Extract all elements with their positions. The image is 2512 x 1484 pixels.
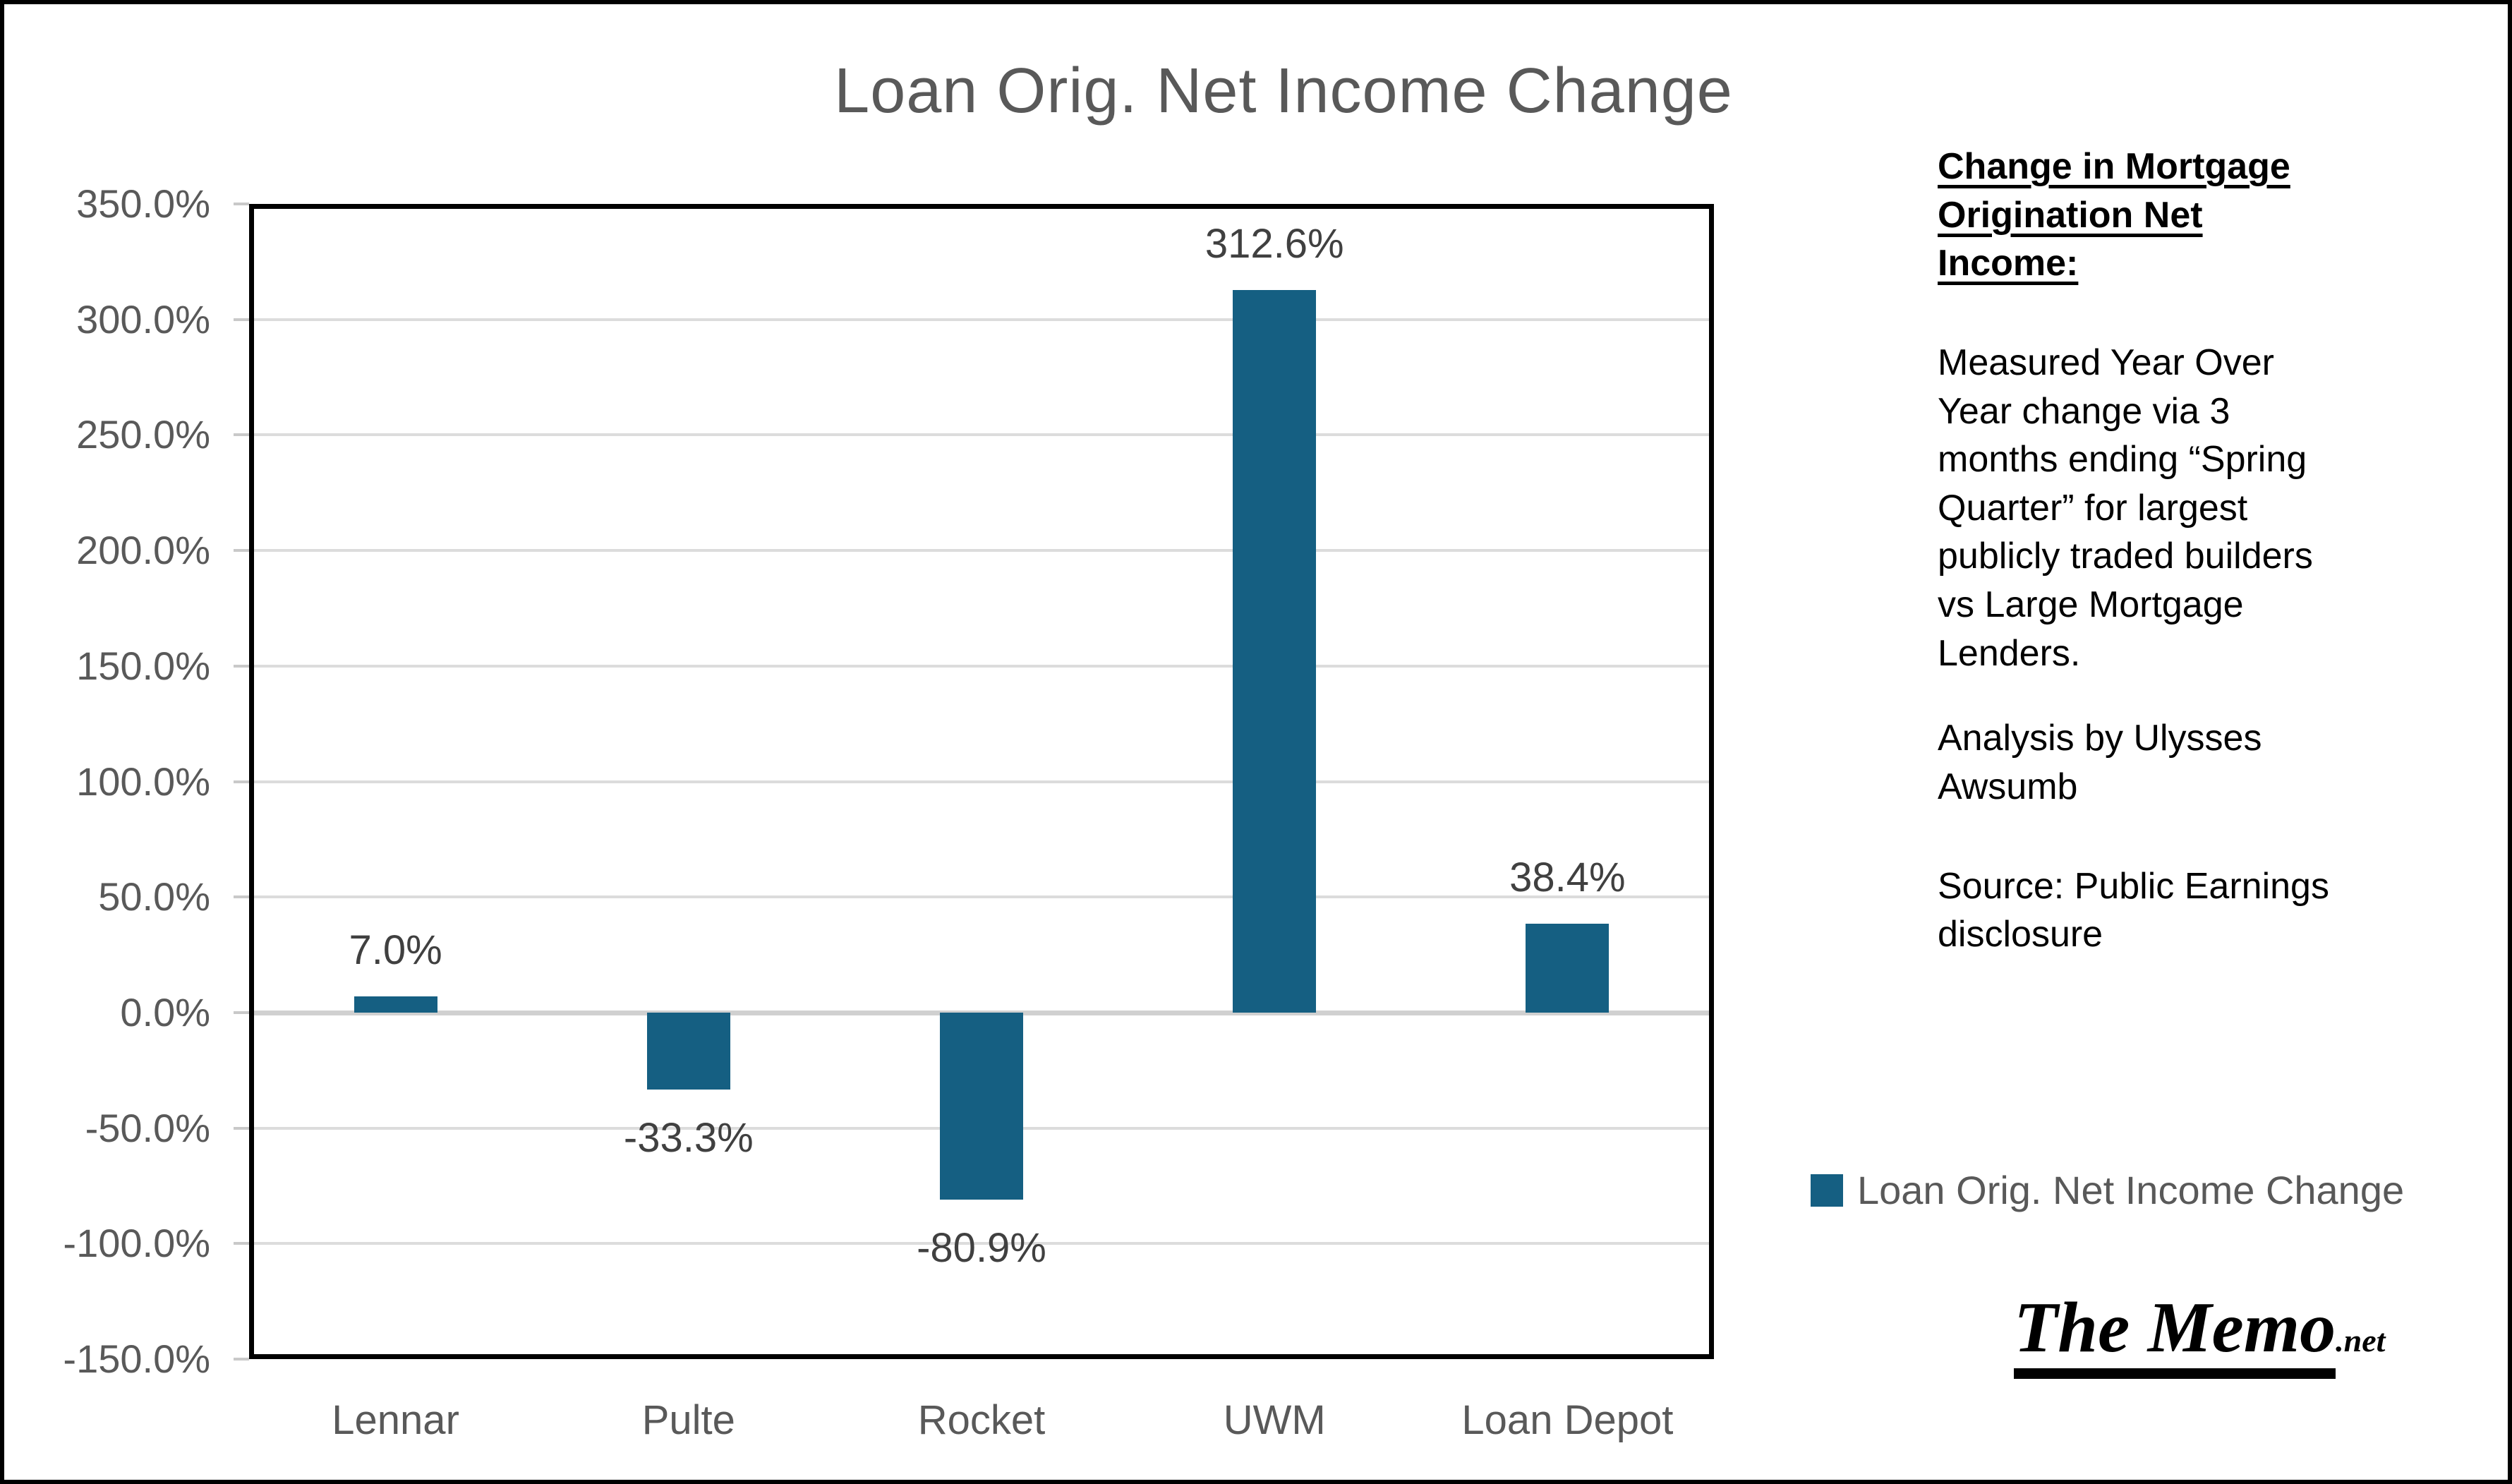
y-axis-tick (234, 1358, 249, 1361)
y-axis-tick (234, 433, 249, 437)
y-tick-label: 250.0% (76, 412, 210, 457)
bar-value-label: 38.4% (1509, 855, 1626, 901)
x-axis-label: Loan Depot (1461, 1397, 1674, 1443)
bar-value-label: -33.3% (623, 1114, 754, 1161)
y-tick-label: 150.0% (76, 643, 210, 688)
y-axis-tick (234, 895, 249, 899)
y-tick-label: -100.0% (63, 1221, 210, 1266)
y-tick-label: -150.0% (63, 1337, 210, 1381)
gridline (249, 664, 1714, 668)
y-tick-label: 100.0% (76, 759, 210, 804)
bar (940, 1012, 1023, 1200)
side-panel: Change in Mortgage Origination Net Incom… (1938, 143, 2333, 959)
bar (1233, 290, 1317, 1013)
chart-title: Loan Orig. Net Income Change (834, 56, 1733, 126)
plot-border (249, 204, 1714, 1359)
side-panel-credit: Analysis by Ulysses Awsumb (1938, 718, 2262, 807)
brand-suffix: .net (2336, 1322, 2386, 1358)
brand-logo: The Memo.net (2014, 1290, 2386, 1380)
y-tick-label: 300.0% (76, 296, 210, 342)
y-tick-label: 50.0% (98, 874, 210, 919)
side-panel-heading: Change in Mortgage Origination Net Incom… (1938, 146, 2290, 284)
y-axis-tick (234, 1126, 249, 1130)
bar-value-label: 312.6% (1204, 221, 1344, 267)
gridline (249, 549, 1714, 553)
bar (1526, 924, 1610, 1013)
y-axis-tick (234, 203, 249, 205)
bar (354, 996, 437, 1013)
y-axis-tick (234, 1242, 249, 1245)
bar (646, 1012, 730, 1090)
y-tick-label: 350.0% (76, 181, 210, 226)
gridline (249, 318, 1714, 321)
x-axis-label: Rocket (917, 1397, 1046, 1443)
y-tick-label: 200.0% (76, 528, 210, 573)
y-tick-label: 0.0% (120, 989, 210, 1034)
legend-label: Loan Orig. Net Income Change (1857, 1168, 2405, 1212)
x-axis-label: UWM (1223, 1397, 1326, 1443)
x-axis-label: Pulte (641, 1397, 735, 1443)
gridline (249, 895, 1714, 899)
y-axis-tick (234, 549, 249, 553)
brand-name: The Memo (2014, 1290, 2336, 1380)
x-axis-label: Lennar (332, 1397, 459, 1443)
bar-value-label: -80.9% (917, 1224, 1046, 1271)
y-axis-tick (234, 318, 249, 321)
side-panel-note: Measured Year Over Year change via 3 mon… (1938, 342, 2313, 674)
side-panel-source: Source: Public Earnings disclosure (1938, 865, 2329, 955)
y-tick-label: -50.0% (85, 1105, 210, 1150)
bar-value-label: 7.0% (349, 927, 442, 973)
legend: Loan Orig. Net Income Change (1811, 1167, 2404, 1213)
y-axis-tick (234, 1011, 249, 1014)
gridline (249, 433, 1714, 437)
legend-swatch (1811, 1174, 1843, 1207)
y-axis-tick (234, 664, 249, 668)
gridline (249, 1242, 1714, 1245)
y-axis-tick (234, 780, 249, 783)
gridline (249, 780, 1714, 783)
